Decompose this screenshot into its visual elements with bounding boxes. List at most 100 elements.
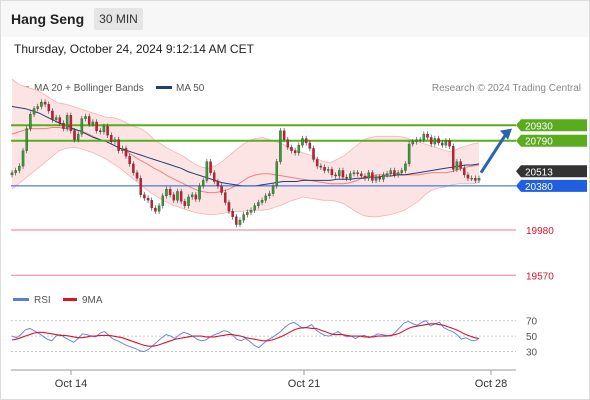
ma20-legend-label: MA 20 + Bollinger Bands <box>34 83 144 94</box>
level-label-20380: 20380 <box>525 182 553 193</box>
x-axis: Oct 14 Oct 21 Oct 28 <box>11 369 516 390</box>
rsi-tick-50: 50 <box>526 332 538 343</box>
candle-body <box>279 130 282 162</box>
candle-body <box>371 172 374 181</box>
candle-body <box>168 189 172 195</box>
candle-body <box>422 133 426 140</box>
level-tag-20513: 20513 <box>516 165 587 178</box>
candle-body <box>73 130 76 140</box>
candle-body <box>172 194 176 201</box>
candle-body <box>47 104 51 112</box>
candle-body <box>466 174 470 179</box>
rsi-tick-30: 30 <box>526 348 538 359</box>
candle-body <box>396 172 400 176</box>
rsi-pane: 70 50 30 <box>11 317 538 359</box>
candle-body <box>154 207 157 212</box>
candle-body <box>411 141 415 145</box>
level-label-20790: 20790 <box>525 137 553 148</box>
candle-body <box>264 195 267 201</box>
level-tag-shape <box>516 179 587 192</box>
candle-body <box>198 185 201 200</box>
candle-body <box>205 161 209 181</box>
rsi-ma-legend-swatch <box>63 298 77 301</box>
candle-body <box>282 130 286 140</box>
candle-body <box>58 117 62 124</box>
candle-body <box>459 161 462 169</box>
candle-body <box>51 110 54 120</box>
candle-body <box>367 172 370 179</box>
candle-body <box>62 122 65 129</box>
candle-body <box>238 219 242 225</box>
candle-body <box>341 170 345 178</box>
candle-body <box>407 143 411 165</box>
candle-body <box>190 194 194 198</box>
candle-body <box>437 138 440 144</box>
bollinger-upper <box>11 78 480 169</box>
candle-body <box>124 148 128 157</box>
candle-body <box>54 117 58 120</box>
rsi-legend-label: RSI <box>34 295 51 306</box>
candle-body <box>433 138 437 145</box>
candle-body <box>448 140 451 147</box>
level-tag-20930: 20930 <box>516 119 587 132</box>
timeframe-badge[interactable]: 30 MIN <box>94 8 143 30</box>
candle-body <box>323 167 326 171</box>
candle-body <box>463 168 466 176</box>
rsi-ma-legend-label: 9MA <box>82 295 103 306</box>
candle-body <box>260 200 264 203</box>
candle-body <box>286 139 290 148</box>
candle-body <box>315 159 319 167</box>
candle-body <box>308 142 312 149</box>
candle-body <box>257 202 260 206</box>
candle-body <box>36 106 39 109</box>
candle-body <box>32 108 36 115</box>
candle-body <box>80 118 84 135</box>
candle-body <box>246 212 249 215</box>
candle-body <box>235 216 238 225</box>
candle-body <box>25 128 28 151</box>
header-bar: Hang Seng 30 MIN <box>1 1 589 37</box>
candle-body <box>21 150 25 167</box>
candle-body <box>349 173 352 179</box>
candle-body <box>474 178 477 181</box>
candle-body <box>385 173 389 176</box>
level-label-20930: 20930 <box>525 121 553 132</box>
candle-body <box>157 205 161 212</box>
candle-body <box>84 116 87 119</box>
candle-body <box>345 176 348 179</box>
candle-body <box>179 191 183 202</box>
x-tick-label: Oct 21 <box>288 378 320 390</box>
candle-body <box>135 172 139 179</box>
candle-body <box>389 170 392 174</box>
candle-body <box>363 175 367 179</box>
candle-body <box>352 172 356 174</box>
rsi-legend-swatch <box>13 298 29 301</box>
candle-body <box>106 126 109 136</box>
candle-body <box>146 197 150 201</box>
candle-body <box>268 193 271 197</box>
candle-body <box>382 174 385 180</box>
candle-body <box>477 178 481 181</box>
rsi-tick-70: 70 <box>526 317 538 328</box>
candle-body <box>393 170 396 176</box>
candle-body <box>40 101 43 107</box>
candle-body <box>470 178 473 180</box>
candle-body <box>29 114 32 129</box>
candle-body <box>110 135 113 142</box>
candle-body <box>319 165 323 168</box>
candle-body <box>99 130 102 133</box>
candle-body <box>194 194 198 200</box>
candle-body <box>150 200 153 209</box>
candle-body <box>216 181 220 187</box>
candle-body <box>121 148 124 151</box>
candle-body <box>227 202 231 212</box>
candle-body <box>242 214 245 221</box>
candle-body <box>452 146 455 170</box>
bollinger-lower <box>11 146 480 218</box>
credit-label: Research © 2024 Trading Central <box>432 83 581 94</box>
candle-body <box>201 180 205 187</box>
candle-body <box>113 139 117 142</box>
candle-body <box>87 116 91 125</box>
level-tag-20380: 20380 <box>516 179 587 193</box>
rsi-legend: RSI 9MA <box>13 295 103 306</box>
